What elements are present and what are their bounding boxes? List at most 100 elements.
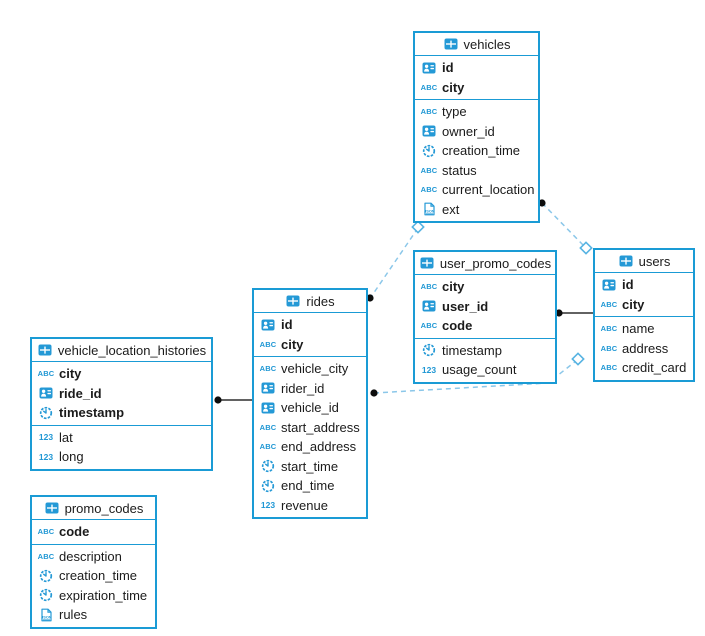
field-row-end_time: end_time <box>254 476 366 496</box>
clock-icon <box>421 144 437 158</box>
primary-key-section: ABC city ride_id timestamp <box>32 362 211 425</box>
table-users[interactable]: users id ABC city ABC name ABC address ABC credit… <box>593 248 695 382</box>
table-title: rides <box>306 293 335 309</box>
abc-icon: ABC <box>37 369 55 379</box>
table-icon <box>37 344 53 356</box>
field-label: city <box>59 366 82 382</box>
id-icon <box>260 382 276 394</box>
primary-key-section: id ABC city <box>415 56 538 99</box>
field-row-city: ABC city <box>415 277 555 297</box>
table-header[interactable]: rides <box>254 290 366 313</box>
json-icon: JSON <box>421 202 437 216</box>
field-label: ext <box>442 201 460 217</box>
field-label: revenue <box>281 497 328 513</box>
abc-icon: ABC <box>420 107 438 117</box>
field-label: city <box>442 79 465 95</box>
table-rides[interactable]: rides id ABC city ABC vehicle_city rider_id veh… <box>252 288 368 519</box>
table-header[interactable]: users <box>595 250 693 273</box>
field-row-name: ABC name <box>595 319 693 339</box>
field-label: city <box>281 336 304 352</box>
abc-icon: ABC <box>600 299 618 309</box>
primary-key-section: ABC city user_id ABC code <box>415 275 555 338</box>
abc-icon: ABC <box>420 321 438 331</box>
json-icon: JSON <box>38 608 54 622</box>
svg-text:JSON: JSON <box>424 209 435 214</box>
clock-icon <box>38 569 54 583</box>
field-row-user_id: user_id <box>415 297 555 317</box>
field-row-usage_count: 123 usage_count <box>415 360 555 380</box>
field-label: timestamp <box>59 405 125 421</box>
field-row-city: ABC city <box>595 295 693 315</box>
abc-icon: ABC <box>37 527 55 537</box>
table-header[interactable]: user_promo_codes <box>415 252 555 275</box>
num-icon: 123 <box>38 432 54 443</box>
abc-icon: ABC <box>259 422 277 432</box>
abc-icon: ABC <box>420 185 438 195</box>
field-row-city: ABC city <box>32 364 211 384</box>
id-icon <box>260 402 276 414</box>
table-promo_codes[interactable]: promo_codes ABC code ABC description creation… <box>30 495 157 629</box>
abc-icon: ABC <box>600 324 618 334</box>
relation-diamond-marker <box>411 220 425 234</box>
table-vehicles[interactable]: vehicles id ABC city ABC type owner_id creation… <box>413 31 540 223</box>
relation-line-vehicles-users[interactable] <box>541 202 585 247</box>
id-icon <box>38 387 54 399</box>
table-header[interactable]: vehicles <box>415 33 538 56</box>
field-row-timestamp: timestamp <box>32 403 211 423</box>
table-title: vehicle_location_histories <box>57 342 207 358</box>
clock-icon <box>421 343 437 357</box>
table-icon <box>285 295 301 307</box>
field-label: usage_count <box>442 362 517 378</box>
field-row-owner_id: owner_id <box>415 122 538 142</box>
field-label: end_address <box>281 439 357 455</box>
id-icon <box>421 125 437 137</box>
field-label: vehicle_id <box>281 400 339 416</box>
abc-icon: ABC <box>420 82 438 92</box>
clock-icon <box>260 459 276 473</box>
table-title: promo_codes <box>64 500 144 516</box>
field-label: timestamp <box>442 342 502 358</box>
columns-section: ABC type owner_id creation_time ABC status ABC… <box>415 99 538 221</box>
relation-diamond-marker <box>579 241 593 255</box>
field-row-creation_time: creation_time <box>32 566 155 586</box>
abc-icon: ABC <box>259 339 277 349</box>
field-row-vehicle_id: vehicle_id <box>254 398 366 418</box>
table-icon <box>618 255 634 267</box>
field-row-revenue: 123 revenue <box>254 496 366 516</box>
field-row-rules: JSON rules <box>32 605 155 625</box>
table-user_promo_codes[interactable]: user_promo_codes ABC city user_id ABC code tim… <box>413 250 557 384</box>
id-icon <box>601 279 617 291</box>
field-row-start_address: ABC start_address <box>254 418 366 438</box>
field-row-rider_id: rider_id <box>254 379 366 399</box>
table-icon <box>419 257 435 269</box>
primary-key-section: id ABC city <box>595 273 693 316</box>
field-label: creation_time <box>442 143 521 159</box>
field-label: city <box>622 296 645 312</box>
table-header[interactable]: promo_codes <box>32 497 155 520</box>
clock-icon <box>260 479 276 493</box>
field-label: id <box>281 317 293 333</box>
relation-diamond-marker <box>571 352 585 366</box>
columns-section: 123 lat 123 long <box>32 424 211 469</box>
field-label: name <box>622 321 655 337</box>
table-vehicle_location_histories[interactable]: vehicle_location_histories ABC city ride_id… <box>30 337 213 471</box>
num-icon: 123 <box>421 364 437 375</box>
field-label: type <box>442 104 467 120</box>
field-row-city: ABC city <box>415 78 538 98</box>
relation-line-vehicles-rides[interactable] <box>370 227 419 298</box>
num-icon: 123 <box>260 500 276 511</box>
field-row-city: ABC city <box>254 335 366 355</box>
field-label: long <box>59 449 84 465</box>
field-row-id: id <box>415 58 538 78</box>
field-label: rider_id <box>281 380 325 396</box>
field-row-address: ABC address <box>595 339 693 359</box>
clock-icon <box>38 588 54 602</box>
field-row-long: 123 long <box>32 447 211 467</box>
table-header[interactable]: vehicle_location_histories <box>32 339 211 362</box>
id-icon <box>421 300 437 312</box>
field-label: rules <box>59 607 88 623</box>
field-label: id <box>442 60 454 76</box>
field-row-end_address: ABC end_address <box>254 437 366 457</box>
field-label: description <box>59 548 122 564</box>
field-row-ext: JSON ext <box>415 200 538 220</box>
